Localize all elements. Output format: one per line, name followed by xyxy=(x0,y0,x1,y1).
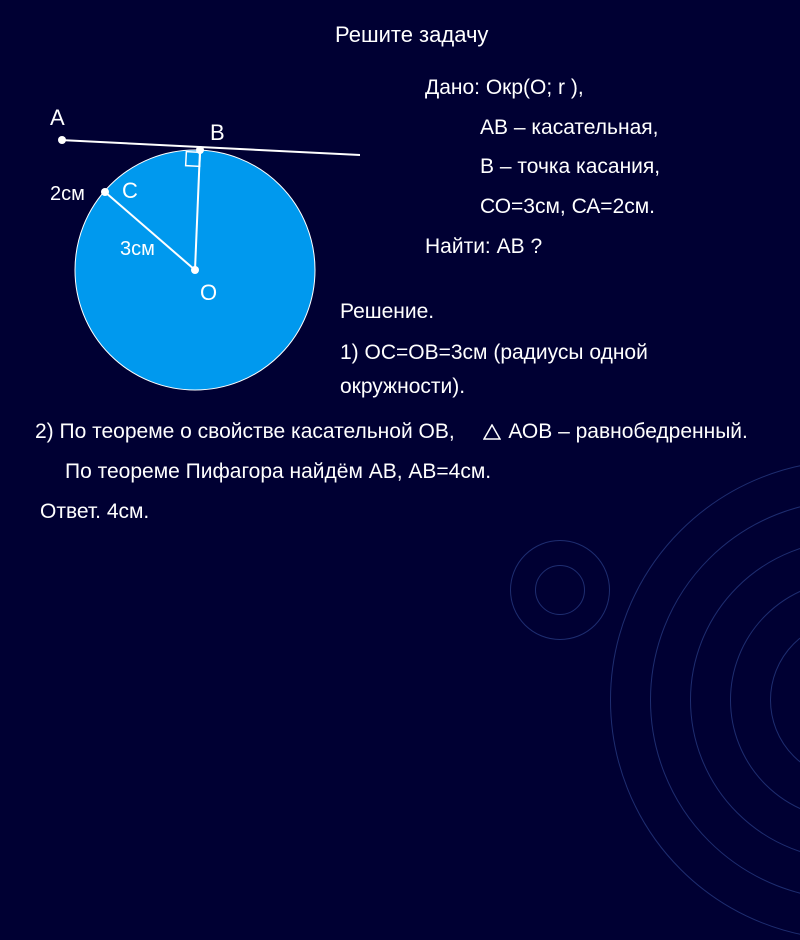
solution-step1a: 1) ОС=ОВ=3см (радиусы одной xyxy=(340,336,648,370)
label-a: А xyxy=(50,105,65,130)
given-find: Найти: АВ ? xyxy=(425,229,660,265)
label-b: В xyxy=(210,120,225,145)
point-c xyxy=(101,188,109,196)
geometry-diagram: А В С О 2см 3см xyxy=(30,70,360,410)
solution-step2b: АОВ – равнобедренный. xyxy=(508,420,748,443)
point-a xyxy=(58,136,66,144)
label-o: О xyxy=(200,280,217,305)
page-title: Решите задачу xyxy=(335,22,488,48)
label-2cm: 2см xyxy=(50,183,85,205)
point-b xyxy=(196,146,204,154)
label-c: С xyxy=(122,178,138,203)
given-line2: АВ – касательная, xyxy=(425,110,660,146)
label-3cm: 3см xyxy=(120,238,155,260)
solution-step2a: 2) По теореме о свойстве касательной ОВ, xyxy=(35,420,455,443)
triangle-icon xyxy=(483,424,501,440)
solution-step2: 2) По теореме о свойстве касательной ОВ,… xyxy=(35,420,748,444)
given-line3: В – точка касания, xyxy=(425,149,660,185)
given-line1: Дано: Окр(О; r ), xyxy=(425,70,660,106)
solution-step1: 1) ОС=ОВ=3см (радиусы одной окружности). xyxy=(340,336,648,403)
point-o xyxy=(191,266,199,274)
solution-step1b: окружности). xyxy=(340,370,648,404)
given-line4: СО=3см, СА=2см. xyxy=(425,189,660,225)
solution-step3: По теореме Пифагора найдём АВ, АВ=4см. xyxy=(65,460,491,484)
answer: Ответ. 4см. xyxy=(40,500,149,524)
given-block: Дано: Окр(О; r ), АВ – касательная, В – … xyxy=(425,70,660,268)
